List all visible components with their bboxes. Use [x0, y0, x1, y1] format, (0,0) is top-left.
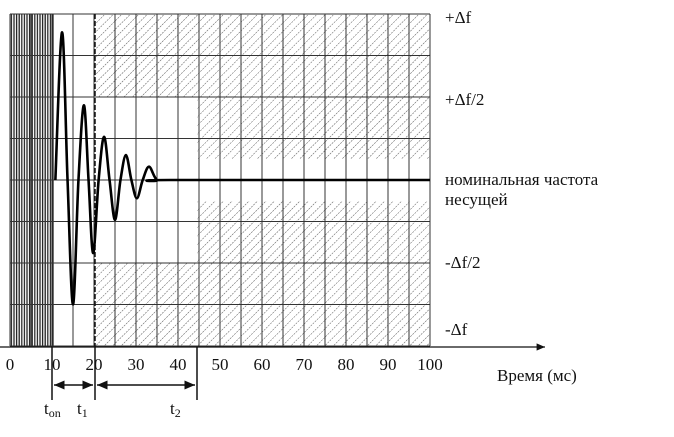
- x-tick-label: 0: [6, 355, 15, 374]
- x-tick-label: 30: [128, 355, 145, 374]
- x-tick-label: 20: [86, 355, 103, 374]
- interval-label-main: t: [77, 399, 82, 418]
- y-tick-label: номинальная частота несущей: [445, 170, 599, 209]
- y-tick-label: -Δf/2: [445, 253, 481, 272]
- interval-label: ton: [44, 399, 61, 420]
- y-tick-label: +Δf: [445, 8, 472, 27]
- interval-label-main: t: [44, 399, 49, 418]
- hatched-zone: [197, 97, 430, 159]
- interval-label-main: t: [170, 399, 175, 418]
- x-tick-label: 10: [44, 355, 61, 374]
- interval-label: t1: [77, 399, 88, 420]
- x-tick-label: 40: [170, 355, 187, 374]
- interval-label-sub: on: [49, 406, 61, 420]
- line: [54, 30, 430, 306]
- interval-label-sub: 2: [175, 406, 181, 420]
- x-tick-label: 100: [417, 355, 443, 374]
- overlay: Время (мс) ton t1 t2 0 10 20 30 40 50 60 70 80 90…: [0, 14, 577, 420]
- y-tick-label: +Δf/2: [445, 90, 485, 109]
- x-tick-label: 90: [380, 355, 397, 374]
- x-tick-label: 70: [296, 355, 313, 374]
- x-tick-label: 50: [212, 355, 229, 374]
- hatched-zone: [197, 201, 430, 263]
- y-tick-label: -Δf: [445, 320, 468, 339]
- x-tick-label: 80: [338, 355, 355, 374]
- x-tick-label: 60: [254, 355, 271, 374]
- x-axis-label: Время (мс): [497, 366, 577, 385]
- interval-label: t2: [170, 399, 181, 420]
- interval-label-sub: 1: [82, 406, 88, 420]
